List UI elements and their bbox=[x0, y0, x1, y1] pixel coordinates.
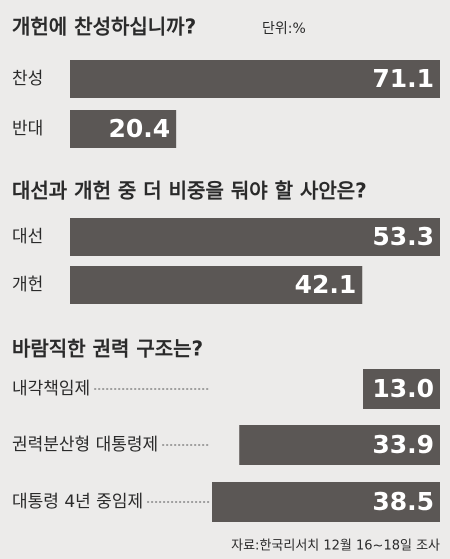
bar bbox=[70, 60, 440, 98]
unit-label: 단위:% bbox=[262, 21, 306, 37]
category-label: 반대 bbox=[12, 119, 43, 139]
value-label: 20.4 bbox=[108, 114, 170, 143]
category-label: 대통령 4년 중임제 bbox=[12, 492, 143, 512]
category-label: 내각책임제 bbox=[12, 379, 90, 399]
chart-title: 개헌에 찬성하십니까? bbox=[12, 15, 196, 39]
chart-title: 바람직한 권력 구조는? bbox=[12, 337, 203, 361]
bar bbox=[70, 110, 177, 148]
bar bbox=[363, 369, 440, 409]
category-label: 개헌 bbox=[12, 275, 43, 295]
bar bbox=[70, 266, 363, 304]
value-label: 71.1 bbox=[372, 64, 434, 93]
bar bbox=[70, 218, 440, 256]
bar bbox=[212, 482, 440, 522]
value-label: 38.5 bbox=[372, 487, 434, 516]
chart-title: 대선과 개헌 중 더 비중을 둬야 할 사안은? bbox=[12, 179, 367, 203]
value-label: 42.1 bbox=[295, 270, 357, 299]
category-label: 대선 bbox=[12, 227, 43, 247]
source: 자료:한국리서치 12월 16~18일 조사 bbox=[231, 539, 440, 554]
bar bbox=[239, 425, 440, 465]
category-label: 찬성 bbox=[12, 69, 43, 89]
value-label: 53.3 bbox=[372, 222, 434, 251]
value-label: 33.9 bbox=[372, 430, 434, 459]
value-label: 13.0 bbox=[372, 374, 434, 403]
category-label: 권력분산형 대통령제 bbox=[12, 435, 158, 455]
